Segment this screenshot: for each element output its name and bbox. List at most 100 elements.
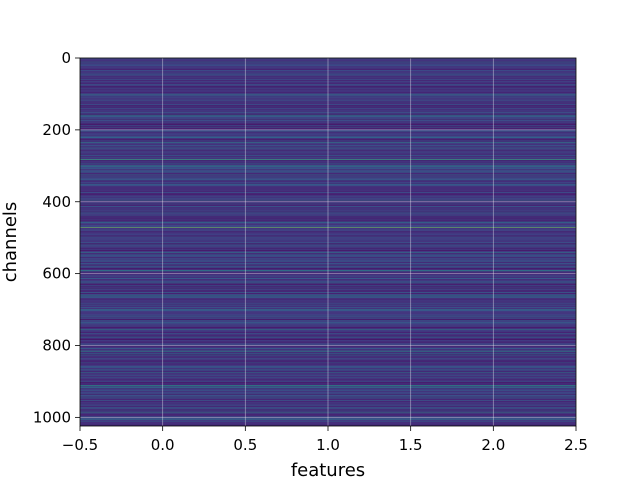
heatmap-row — [80, 154, 576, 155]
heatmap-row — [80, 419, 576, 421]
heatmap-row — [80, 424, 576, 426]
heatmap-row — [80, 409, 576, 410]
heatmap-row — [80, 131, 576, 133]
heatmap-row — [80, 138, 576, 139]
heatmap-row — [80, 85, 576, 87]
heatmap-row — [80, 423, 576, 425]
heatmap-row — [80, 146, 576, 148]
heatmap-row — [80, 326, 576, 327]
heatmap-row — [80, 81, 576, 82]
heatmap-row — [80, 270, 576, 271]
heatmap-row — [80, 262, 576, 263]
heatmap-row — [80, 417, 576, 418]
heatmap-row — [80, 203, 576, 205]
heatmap-row — [80, 325, 576, 326]
heatmap-row — [80, 380, 576, 381]
heatmap-row — [80, 162, 576, 163]
heatmap-row — [80, 165, 576, 166]
heatmap-row — [80, 422, 576, 424]
heatmap-row — [80, 256, 576, 258]
heatmap-row — [80, 321, 576, 323]
heatmap-row — [80, 163, 576, 164]
heatmap-row — [80, 126, 576, 128]
heatmap-row — [80, 176, 576, 177]
heatmap-row — [80, 360, 576, 362]
heatmap-row — [80, 399, 576, 401]
heatmap-row — [80, 384, 576, 385]
heatmap-row — [80, 419, 576, 420]
heatmap-row — [80, 191, 576, 193]
heatmap-row — [80, 295, 576, 297]
heatmap-row — [80, 354, 576, 355]
heatmap-row — [80, 72, 576, 73]
heatmap-row — [80, 362, 576, 364]
heatmap-row — [80, 209, 576, 210]
heatmap-row — [80, 286, 576, 288]
heatmap-row — [80, 423, 576, 425]
heatmap-row — [80, 166, 576, 168]
heatmap-row — [80, 243, 576, 245]
heatmap-row — [80, 179, 576, 181]
heatmap-row — [80, 404, 576, 406]
heatmap-row — [80, 381, 576, 383]
heatmap-row — [80, 205, 576, 206]
heatmap-row — [80, 82, 576, 83]
heatmap-row — [80, 353, 576, 354]
heatmap-row — [80, 193, 576, 195]
heatmap-row — [80, 339, 576, 340]
heatmap-row — [80, 258, 576, 260]
heatmap-row — [80, 82, 576, 84]
heatmap-row — [80, 192, 576, 194]
heatmap-row — [80, 313, 576, 314]
heatmap-row — [80, 206, 576, 208]
heatmap-row — [80, 352, 576, 354]
heatmap-row — [80, 342, 576, 344]
heatmap-row — [80, 77, 576, 79]
heatmap-row — [80, 317, 576, 318]
heatmap-row — [80, 104, 576, 106]
heatmap-row — [80, 117, 576, 118]
heatmap-row — [80, 290, 576, 292]
heatmap-row — [80, 287, 576, 288]
heatmap-row — [80, 310, 576, 312]
heatmap-row — [80, 125, 576, 127]
heatmap-row — [80, 401, 576, 403]
heatmap-row — [80, 206, 576, 208]
heatmap-row — [80, 235, 576, 237]
heatmap-row — [80, 224, 576, 225]
heatmap-row — [80, 208, 576, 210]
heatmap-row — [80, 122, 576, 123]
heatmap-row — [80, 84, 576, 86]
heatmap-row — [80, 316, 576, 317]
heatmap-row — [80, 233, 576, 234]
heatmap-row — [80, 243, 576, 244]
heatmap-row — [80, 66, 576, 67]
heatmap-row — [80, 181, 576, 182]
heatmap-row — [80, 233, 576, 234]
y-axis-ticks: 0 200 400 600 800 1000 — [33, 49, 80, 426]
heatmap-row — [80, 278, 576, 280]
heatmap-row — [80, 142, 576, 144]
heatmap-row — [80, 370, 576, 372]
heatmap-row — [80, 366, 576, 367]
heatmap-row — [80, 142, 576, 143]
heatmap-row — [80, 406, 576, 408]
heatmap-row — [80, 177, 576, 179]
heatmap-row — [80, 266, 576, 268]
heatmap-row — [80, 141, 576, 143]
heatmap-row — [80, 422, 576, 423]
heatmap-row — [80, 419, 576, 421]
heatmap-row — [80, 369, 576, 371]
heatmap-row — [80, 152, 576, 154]
heatmap-row — [80, 270, 576, 271]
heatmap-row — [80, 343, 576, 345]
heatmap-row — [80, 353, 576, 355]
heatmap-row — [80, 128, 576, 129]
heatmap-row — [80, 391, 576, 393]
heatmap-row — [80, 128, 576, 130]
heatmap-row — [80, 226, 576, 228]
heatmap-row — [80, 360, 576, 362]
heatmap-row — [80, 168, 576, 169]
heatmap-row — [80, 119, 576, 121]
heatmap-row — [80, 280, 576, 282]
